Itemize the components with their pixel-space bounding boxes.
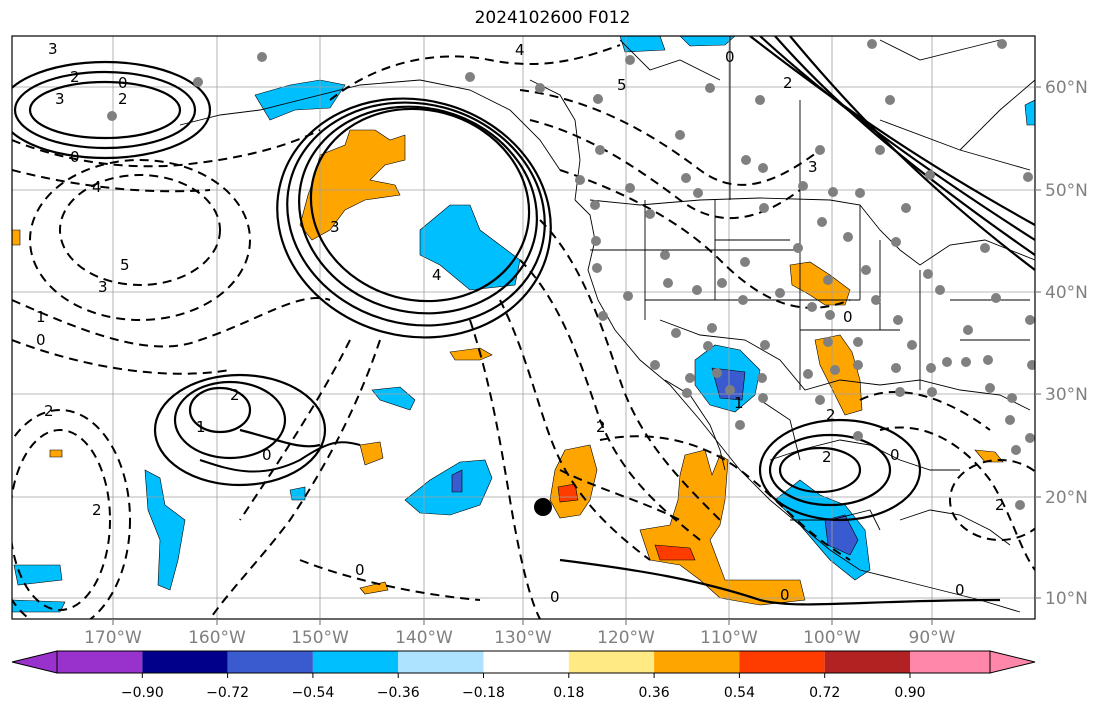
contour-label: 1 — [36, 308, 46, 326]
storm-center-marker — [534, 498, 552, 516]
lon-label: 170°W — [84, 628, 142, 648]
gridlines — [12, 36, 1035, 619]
colorbar-segment — [57, 651, 143, 673]
contour-label: 2 — [596, 418, 606, 436]
contour-label: 4 — [432, 266, 442, 284]
contour-label: 0 — [955, 581, 965, 599]
lat-label: 50°N — [1045, 181, 1088, 201]
colorbar-segment — [142, 651, 228, 673]
contour-label: 2 — [822, 448, 832, 466]
contour-label: 2 — [70, 68, 80, 86]
colorbar-tick-label: 0.18 — [553, 685, 584, 701]
contour-label: 3 — [55, 90, 65, 108]
contour-label: 1 — [734, 394, 744, 412]
contour-label: 0 — [355, 561, 365, 579]
contour-label: 0 — [118, 74, 128, 92]
lon-label: 150°W — [291, 628, 349, 648]
contour-label: 0 — [843, 308, 853, 326]
contour-label: 3 — [48, 40, 58, 58]
station-markers — [107, 39, 1035, 510]
colorbar-segment — [312, 651, 399, 673]
colorbar-tick-label: −0.36 — [377, 685, 420, 701]
contour-label: 2 — [92, 501, 102, 519]
colorbar: −0.90 −0.72 −0.54 −0.36 −0.18 0.18 0.36 … — [11, 650, 1036, 701]
colorbar-segment — [568, 651, 655, 673]
longitude-axis: 170°W 160°W 150°W 140°W 130°W 120°W 110°… — [84, 619, 956, 648]
colorbar-segment — [989, 650, 1036, 674]
contour-label: 0 — [262, 446, 272, 464]
contour-label: 0 — [36, 331, 46, 349]
contour-label: 0 — [550, 588, 560, 606]
colorbar-tick-label: −0.90 — [121, 685, 164, 701]
lat-label: 60°N — [1045, 78, 1088, 98]
map-title: 2024102600 F012 — [474, 8, 631, 28]
lon-label: 110°W — [700, 628, 758, 648]
contour-label: 5 — [617, 76, 627, 94]
contour-label: 0 — [725, 48, 735, 66]
latitude-axis: 60°N 50°N 40°N 30°N 20°N 10°N — [1035, 78, 1088, 609]
colorbar-tick-label: 0.72 — [809, 685, 840, 701]
colorbar-tick-label: −0.18 — [462, 685, 505, 701]
contour-label: 3 — [98, 278, 108, 296]
contour-label: 2 — [783, 74, 793, 92]
shaded-fields — [12, 36, 1035, 613]
contour-label: 2 — [995, 496, 1005, 514]
contour-labels: 3 2 0 3 2 0 4 5 3 1 0 2 1 0 2 2 0 2 0 3 … — [36, 40, 1005, 606]
colorbar-segment — [398, 651, 484, 673]
contour-label: 0 — [890, 446, 900, 464]
contour-label: 1 — [196, 418, 206, 436]
contour-label: 0 — [780, 586, 790, 604]
contour-label: 2 — [826, 406, 836, 424]
contour-label: 0 — [70, 148, 80, 166]
colorbar-segment — [483, 651, 569, 673]
colorbar-segment — [11, 650, 58, 674]
lon-label: 140°W — [395, 628, 453, 648]
colorbar-segment — [824, 651, 910, 673]
colorbar-tick-label: 0.54 — [724, 685, 755, 701]
coastlines — [179, 36, 1035, 613]
colorbar-tick-label: 0.90 — [894, 685, 925, 701]
colorbar-tick-label: 0.36 — [639, 685, 670, 701]
colorbar-segment — [227, 651, 313, 673]
lon-label: 120°W — [597, 628, 655, 648]
contour-label: 4 — [515, 41, 525, 59]
lat-label: 20°N — [1045, 488, 1088, 508]
colorbar-tick-label: −0.72 — [206, 685, 249, 701]
lat-label: 30°N — [1045, 385, 1088, 405]
lat-label: 10°N — [1045, 589, 1088, 609]
contour-label: 2 — [230, 386, 240, 404]
contours — [12, 36, 1035, 619]
lat-label: 40°N — [1045, 283, 1088, 303]
map-panel: 3 2 0 3 2 0 4 5 3 1 0 2 1 0 2 2 0 2 0 3 … — [12, 36, 1035, 619]
colorbar-segment — [654, 651, 740, 673]
lon-label: 90°W — [909, 628, 956, 648]
lon-label: 100°W — [803, 628, 861, 648]
lon-label: 130°W — [494, 628, 552, 648]
contour-label: 3 — [808, 158, 818, 176]
contour-label: 5 — [120, 256, 130, 274]
contour-label: 2 — [44, 402, 54, 420]
colorbar-segment — [739, 651, 825, 673]
colorbar-tick-label: −0.54 — [291, 685, 334, 701]
lon-label: 160°W — [188, 628, 246, 648]
colorbar-segment — [910, 651, 990, 673]
contour-label: 2 — [118, 90, 128, 108]
contour-label: 4 — [92, 178, 102, 196]
colorbar-frame — [56, 650, 991, 674]
contour-label: 3 — [330, 218, 340, 236]
